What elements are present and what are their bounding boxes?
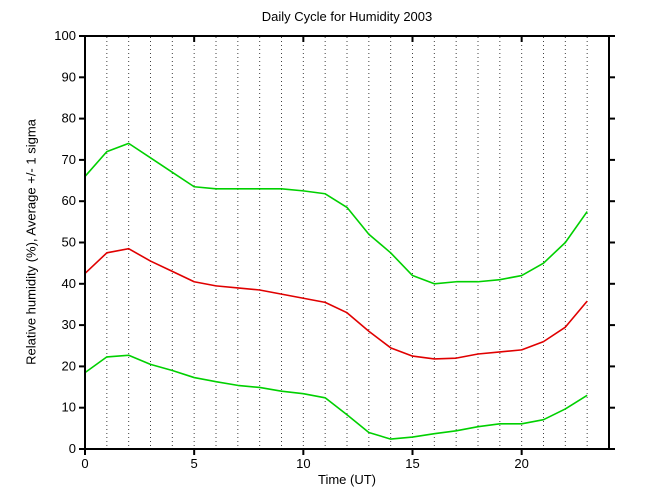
chart-title: Daily Cycle for Humidity 2003 (261, 9, 433, 24)
x-axis-label: Time (UT) (317, 472, 376, 487)
series-average-minus-1-sigma-line (84, 354, 588, 440)
y-tick-label: 10 (62, 400, 76, 415)
x-tick-label: 15 (405, 456, 419, 471)
y-tick-label: 70 (62, 152, 76, 167)
y-tick-label: 20 (62, 358, 76, 373)
x-tick-label: 20 (514, 456, 528, 471)
y-axis-label: Relative humidity (%), Average +/- 1 sig… (23, 119, 39, 365)
x-tick-label: 5 (191, 456, 198, 471)
series-average-line (84, 247, 588, 360)
y-tick-label: 80 (62, 111, 76, 126)
y-tick-label: 30 (62, 317, 76, 332)
y-tick-label: 50 (62, 235, 76, 250)
y-tick-label: 0 (69, 441, 76, 456)
y-tick-label: 100 (54, 28, 76, 43)
x-tick-label: 0 (81, 456, 88, 471)
series-average-plus-1-sigma-line (84, 142, 588, 285)
y-tick-label: 90 (62, 69, 76, 84)
x-tick-label: 10 (296, 456, 310, 471)
y-tick-label: 60 (62, 193, 76, 208)
y-tick-label: 40 (62, 276, 76, 291)
